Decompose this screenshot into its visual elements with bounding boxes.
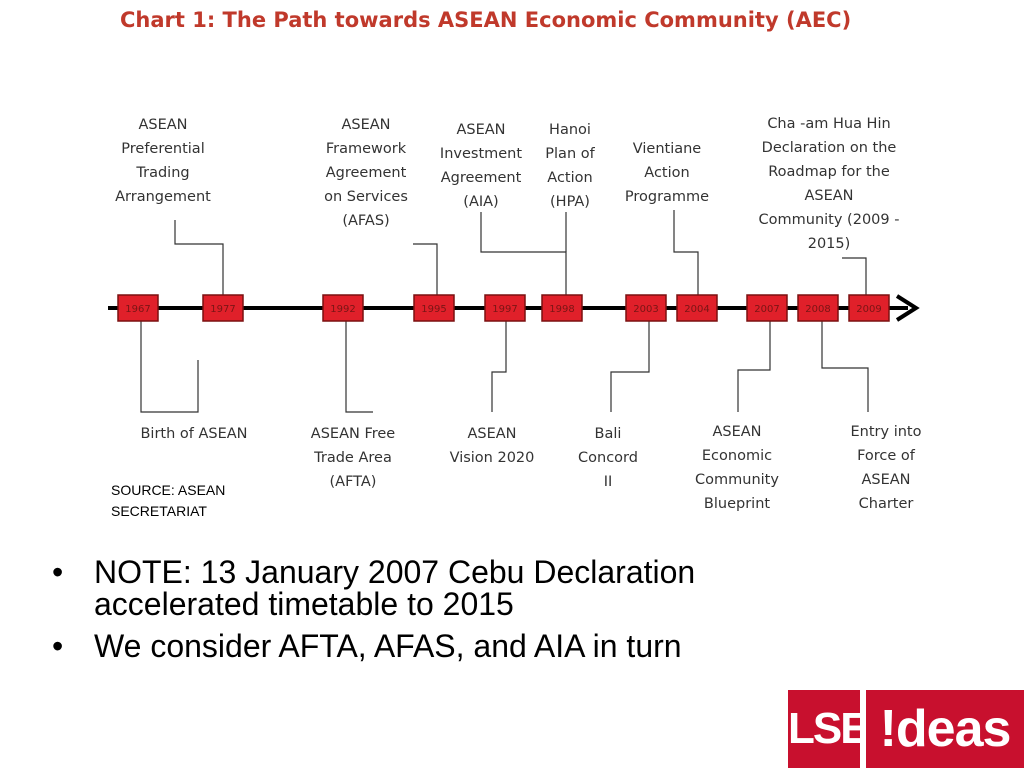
logo-lse-block: LSE — [788, 690, 870, 768]
year-label-2003: 2003 — [633, 304, 658, 315]
year-box-1977 — [202, 294, 244, 322]
bullet-list: • NOTE: 13 January 2007 Cebu Declaration … — [52, 556, 695, 672]
year-box-2003 — [625, 294, 667, 322]
connector-below-5 — [821, 321, 869, 412]
event-label-bali-concord: Bali Concord II — [578, 426, 638, 490]
year-box-1967 — [117, 294, 159, 322]
chart-title-main: Chart 1: The Path towards ASEAN Economic… — [120, 8, 779, 32]
connector-above-0 — [174, 220, 224, 295]
source-note: SOURCE: ASEAN SECRETARIAT — [111, 482, 226, 519]
event-label-asean-charter: Entry into Force of ASEAN Charter — [850, 424, 922, 512]
event-label-vientiane: Vientiane Action Programme — [624, 141, 710, 205]
bullet-item: • We consider AFTA, AFAS, and AIA in turn — [52, 630, 695, 662]
year-label-1998: 1998 — [549, 304, 574, 315]
timeline-arrow-head — [895, 294, 920, 322]
connector-below-3 — [610, 321, 650, 412]
bullet-marker: • — [52, 554, 64, 590]
lse-ideas-logo: LSE !deas — [788, 690, 1024, 768]
year-box-2007 — [746, 294, 788, 322]
event-label-vision-2020: ASEAN Vision 2020 — [449, 426, 535, 466]
bullet-item: • NOTE: 13 January 2007 Cebu Declaration … — [52, 556, 695, 620]
year-box-1998 — [541, 294, 583, 322]
connector-above-1 — [413, 243, 438, 295]
year-label-2004: 2004 — [684, 304, 709, 315]
event-label-afas: ASEAN Framework Agreement on Services (A… — [324, 117, 408, 229]
event-label-cha-am-hua-hin: Cha -am Hua Hin Declaration on the Roadm… — [758, 116, 900, 252]
year-box-1992 — [322, 294, 364, 322]
year-label-1997: 1997 — [492, 304, 517, 315]
year-box-1997 — [484, 294, 526, 322]
event-label-aia: ASEAN Investment Agreement (AIA) — [439, 122, 523, 210]
year-box-2008 — [797, 294, 839, 322]
timeline-diagram: 1967 1977 1992 1995 1997 1998 2003 2004 2007 2008… — [108, 210, 920, 413]
year-box-2009 — [848, 294, 890, 322]
year-label-2009: 2009 — [856, 304, 881, 315]
event-label-aec-blueprint: ASEAN Economic Community Blueprint — [695, 424, 779, 512]
bullet-marker: • — [52, 628, 64, 664]
connector-above-5 — [842, 257, 867, 295]
event-label-afta: ASEAN Free Trade Area (AFTA) — [310, 426, 396, 490]
year-label-2007: 2007 — [754, 304, 779, 315]
logo-ideas-block: !deas — [866, 690, 1024, 768]
chart-title: Chart 1: The Path towards ASEAN Economic… — [120, 8, 851, 32]
connector-above-4 — [673, 210, 699, 295]
bullet-text: NOTE: 13 January 2007 Cebu Declaration a… — [94, 554, 696, 622]
year-label-1995: 1995 — [421, 304, 446, 315]
event-label-hpa: Hanoi Plan of Action (HPA) — [545, 122, 595, 210]
connector-above-2 — [480, 212, 567, 295]
year-label-1992: 1992 — [330, 304, 355, 315]
connector-below-0 — [140, 321, 199, 413]
year-box-1995 — [413, 294, 455, 322]
event-label-birth-of-asean: Birth of ASEAN — [140, 426, 248, 442]
connector-below-4 — [737, 321, 771, 412]
bullet-text: We consider AFTA, AFAS, and AIA in turn — [94, 628, 682, 664]
year-box-2004 — [676, 294, 718, 322]
chart-panel: Chart 1: The Path towards ASEAN Economic… — [100, 0, 930, 530]
chart-title-abbr: (AEC) — [785, 8, 852, 32]
year-label-1977: 1977 — [210, 304, 235, 315]
year-label-2008: 2008 — [805, 304, 830, 315]
event-label-asean-pta: ASEAN Preferential Trading Arrangement — [115, 117, 211, 205]
year-label-1967: 1967 — [125, 304, 150, 315]
connector-below-1 — [345, 321, 373, 413]
connector-below-2 — [491, 321, 507, 412]
